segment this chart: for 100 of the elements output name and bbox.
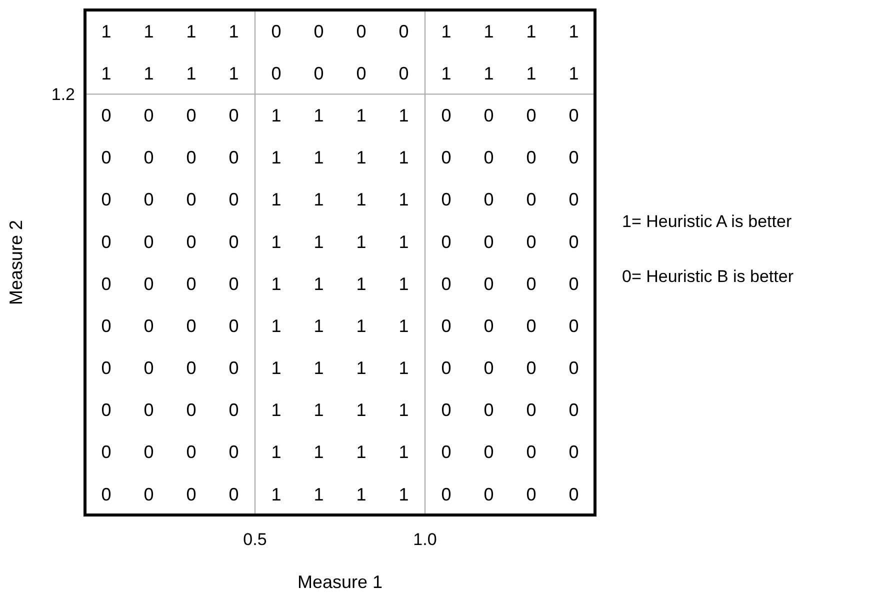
data-label: 1: [101, 21, 112, 42]
data-label: 0: [568, 232, 579, 252]
data-label: 0: [484, 400, 494, 420]
data-label: 1: [314, 274, 324, 294]
data-label: 1: [356, 316, 366, 336]
data-label: 1: [398, 484, 409, 504]
data-label: 0: [568, 274, 579, 294]
data-label: 1: [356, 400, 366, 420]
data-label: 0: [228, 358, 239, 378]
data-label: 0: [568, 106, 579, 126]
data-label: 0: [228, 484, 239, 504]
data-label: 1: [314, 232, 324, 252]
data-label: 1: [271, 358, 282, 378]
data-label: 0: [484, 190, 494, 210]
data-label: 0: [526, 484, 536, 504]
data-label: 0: [484, 106, 494, 126]
data-label: 0: [101, 232, 112, 252]
x-axis-title: Measure 1: [297, 572, 383, 592]
data-label: 0: [526, 232, 536, 252]
data-label: 0: [228, 232, 239, 252]
data-label: 0: [228, 316, 239, 336]
data-label: 1: [271, 190, 282, 210]
data-label: 1: [398, 442, 409, 462]
data-label: 0: [101, 442, 112, 462]
data-label: 1: [144, 63, 154, 84]
data-label: 0: [526, 442, 536, 462]
data-label: 0: [356, 63, 366, 84]
data-label: 1: [144, 21, 154, 42]
data-label: 0: [186, 148, 196, 168]
data-label: 0: [186, 190, 196, 210]
data-label: 1: [314, 148, 324, 168]
data-label: 0: [186, 358, 196, 378]
y-axis-title: Measure 2: [6, 220, 26, 306]
data-label: 1: [398, 358, 409, 378]
data-label: 1: [314, 106, 324, 126]
data-label: 1: [271, 442, 282, 462]
data-label: 0: [568, 442, 579, 462]
data-label: 0: [228, 148, 239, 168]
data-label: 1: [271, 232, 282, 252]
data-label: 0: [441, 148, 452, 168]
data-label: 0: [101, 148, 112, 168]
data-label: 0: [101, 274, 112, 294]
data-label: 0: [526, 274, 536, 294]
data-label: 0: [314, 21, 324, 42]
data-label: 1: [568, 63, 579, 84]
text: 1.2: [51, 85, 75, 104]
data-label: 0: [441, 274, 452, 294]
data-label: 0: [228, 400, 239, 420]
data-label: 1: [314, 400, 324, 420]
data-label: 0: [526, 148, 536, 168]
data-label: 1: [484, 21, 494, 42]
data-label: 1: [398, 274, 409, 294]
data-label: 0: [228, 442, 239, 462]
data-label: 1: [101, 63, 112, 84]
data-label: 0: [484, 442, 494, 462]
text: 0= Heuristic B is better: [622, 267, 794, 286]
data-label: 0: [186, 316, 196, 336]
data-label: 1: [271, 484, 282, 504]
data-label: 0: [101, 358, 112, 378]
data-label: 1: [526, 21, 536, 42]
data-label: 0: [441, 484, 452, 504]
data-label: 1: [484, 63, 494, 84]
data-label: 0: [441, 442, 452, 462]
data-label: 0: [101, 484, 112, 504]
data-label: 0: [526, 190, 536, 210]
data-label: 0: [144, 232, 154, 252]
data-label: 1: [228, 21, 239, 42]
data-label: 1: [314, 442, 324, 462]
data-label: 0: [101, 400, 112, 420]
data-label: 1: [356, 442, 366, 462]
data-label: 0: [228, 274, 239, 294]
data-label: 1: [314, 316, 324, 336]
data-label: 0: [101, 106, 112, 126]
data-label: 1: [314, 190, 324, 210]
data-label: 0: [568, 316, 579, 336]
data-label: 0: [441, 106, 452, 126]
data-label: 0: [144, 484, 154, 504]
data-label: 1: [271, 148, 282, 168]
data-label: 1: [356, 190, 366, 210]
data-label: 1: [526, 63, 536, 84]
data-label: 0: [101, 316, 112, 336]
data-label: 1: [356, 148, 366, 168]
data-label: 1: [356, 274, 366, 294]
data-label: 1: [356, 106, 366, 126]
data-label: 0: [186, 442, 196, 462]
data-label: 0: [484, 358, 494, 378]
data-label: 0: [398, 63, 409, 84]
data-label: 1: [441, 21, 452, 42]
data-label: 0: [144, 148, 154, 168]
data-label: 0: [144, 274, 154, 294]
data-label: 1: [568, 21, 579, 42]
data-label: 0: [484, 274, 494, 294]
data-label: 0: [356, 21, 366, 42]
data-label: 0: [441, 400, 452, 420]
data-label: 1: [271, 316, 282, 336]
data-label: 0: [186, 400, 196, 420]
data-label: 0: [484, 148, 494, 168]
data-label: 0: [568, 148, 579, 168]
data-label: 0: [484, 232, 494, 252]
data-label: 0: [398, 21, 409, 42]
